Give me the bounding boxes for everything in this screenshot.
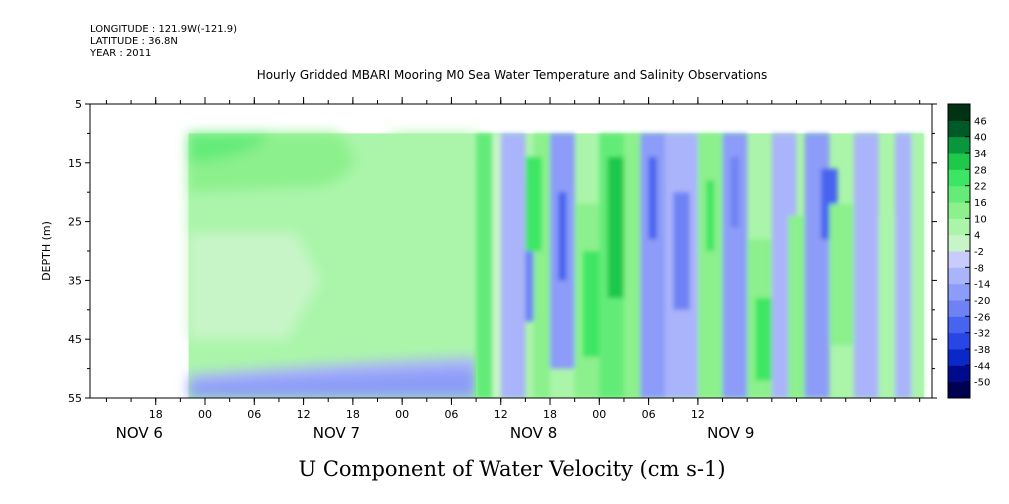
field-region [755,298,772,381]
colorbar-tick-label: 28 [974,165,987,176]
x-tick-label: 12 [691,408,705,421]
colorbar-swatch [948,185,970,203]
colorbar-tick-label: 22 [974,182,987,193]
chart-title: Hourly Gridded MBARI Mooring M0 Sea Wate… [257,68,768,82]
field-region [582,251,600,357]
colorbar-tick-label: 40 [974,133,987,144]
colorbar-tick-label: 34 [974,149,987,160]
colorbar-swatch [948,136,970,154]
colorbar-swatch [948,104,970,121]
field-region [558,192,567,281]
x-axis-label: U Component of Water Velocity (cm s-1) [298,457,725,481]
x-tick-label: 18 [149,408,163,421]
field-region [730,156,739,228]
x-tick-label: 00 [592,408,606,421]
colorbar-swatch [948,251,970,268]
x-tick-label: 12 [494,408,508,421]
colorbar-tick-label: 46 [974,116,987,127]
colorbar-tick-label: 4 [974,231,980,242]
colorbar: 46 40 34 28 22 16 10 4 -2 -8 -14 -20 -26 -32 -38 -44 -50 [947,103,990,399]
field-region [476,133,493,398]
colorbar-swatch [948,120,970,138]
axes: 5 15 25 35 45 55 18 00 06 12 18 00 06 12 18 00 06 12 NOV 6… [68,97,937,442]
field-region [673,192,690,310]
colorbar-tick-label: -50 [974,378,990,389]
field-region [853,133,879,398]
y-tick-label: 45 [68,333,82,346]
day-label: NOV 9 [707,424,754,442]
field-region [706,180,715,251]
x-tick-label: 12 [297,408,311,421]
latitude-label: LATITUDE : 36.8N [90,36,178,47]
field-region [648,156,657,240]
field-region [188,368,477,398]
longitude-label: LONGITUDE : 121.9W(-121.9) [90,24,237,35]
field-region [188,192,477,346]
y-tick-label: 5 [75,98,82,111]
field-region [878,215,896,398]
colorbar-swatch [948,169,970,187]
y-axis-label: DEPTH (m) [40,221,53,281]
x-tick-label: 18 [543,408,557,421]
field-region [188,233,321,340]
field-region [829,203,854,346]
y-tick-label: 35 [68,274,82,287]
colorbar-swatch [948,283,970,301]
day-label: NOV 6 [116,424,163,442]
field-region [385,133,477,175]
field-region [788,215,805,398]
y-tick-label: 55 [68,392,82,405]
colorbar-tick-label: 16 [974,198,987,209]
colorbar-tick-label: -2 [974,247,984,258]
colorbar-tick-label: -14 [974,280,990,291]
colorbar-tick-label: -32 [974,329,990,340]
colorbar-tick-label: -44 [974,361,990,372]
field-region [500,133,526,398]
colorbar-tick-label: -38 [974,345,990,356]
x-tick-label: 06 [247,408,261,421]
field-region [697,133,723,398]
colorbar-swatch [948,218,970,236]
colorbar-tick-label: -20 [974,296,990,307]
field-region [895,133,912,398]
colorbar-swatch [948,234,970,252]
x-tick-label: 18 [346,408,360,421]
colorbar-swatch [948,381,970,399]
colorbar-swatch [948,316,970,334]
field-region [607,156,624,299]
field-region [188,133,271,163]
field-segment-late [476,133,924,398]
day-label: NOV 8 [510,424,557,442]
x-tick-label: 00 [198,408,212,421]
y-tick-label: 15 [68,157,82,170]
velocity-field [188,133,924,398]
x-tick-label: 06 [444,408,458,421]
year-label: YEAR : 2011 [90,48,152,59]
colorbar-tick-label: -8 [974,263,984,274]
x-tick-label: 06 [642,408,656,421]
field-region [525,156,542,251]
day-label: NOV 7 [313,424,360,442]
x-tick-label: 00 [395,408,409,421]
colorbar-swatch [948,332,970,350]
colorbar-swatch [948,153,970,170]
field-region [911,133,924,398]
y-tick-label: 25 [68,216,82,229]
colorbar-swatch [948,365,970,383]
colorbar-swatch [948,202,970,219]
colorbar-swatch [948,267,970,285]
colorbar-tick-label: -26 [974,312,990,323]
colorbar-swatch [948,300,970,317]
field-segment-early [188,133,477,398]
colorbar-tick-label: 10 [974,214,987,225]
colorbar-swatch [948,349,970,366]
